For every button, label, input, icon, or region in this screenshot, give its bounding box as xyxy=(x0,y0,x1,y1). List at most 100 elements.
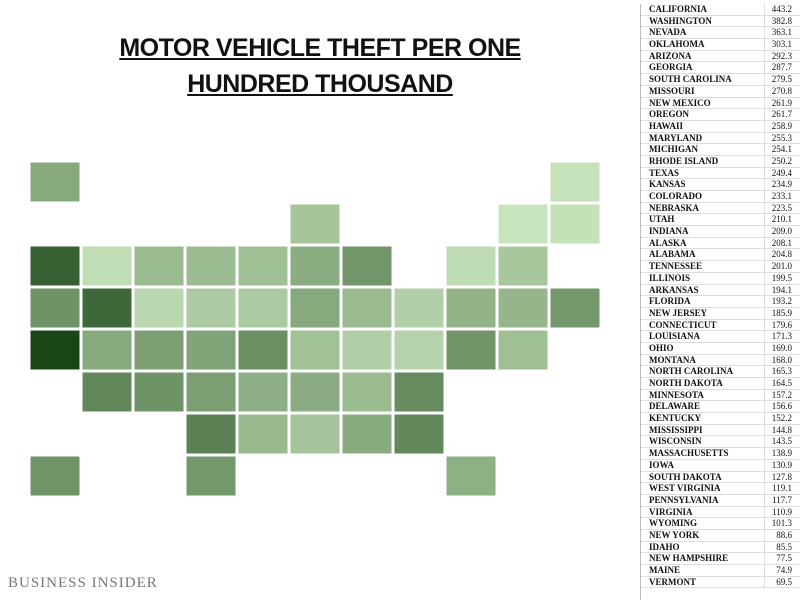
value-cell: 201.0 xyxy=(771,261,792,272)
value-cell: 204.8 xyxy=(771,249,792,260)
state-cell: ALABAMA xyxy=(641,249,765,261)
state-shape xyxy=(29,455,81,497)
state-cell: MICHIGAN xyxy=(641,144,765,155)
table-row: SOUTH DAKOTA 127.8 xyxy=(641,471,800,484)
state-shape xyxy=(497,245,549,287)
state-shape xyxy=(81,371,133,413)
table-row: MISSISSIPPI 144.8 xyxy=(641,424,800,437)
value-cell: 110.9 xyxy=(772,506,792,517)
value-cell: 279.5 xyxy=(771,74,792,85)
state-cell: ILLINOIS xyxy=(641,272,765,284)
state-shape xyxy=(445,455,497,497)
state-cell: HAWAII xyxy=(641,120,765,132)
state-cell: RHODE ISLAND xyxy=(641,155,765,167)
table-row: MINNESOTA 157.2 xyxy=(641,389,800,402)
value-cell: 270.8 xyxy=(771,85,792,96)
state-cell: NORTH DAKOTA xyxy=(641,378,765,389)
state-shape xyxy=(185,413,237,455)
state-shape xyxy=(393,371,445,413)
state-cell: WISCONSIN xyxy=(641,436,765,448)
map-title: MOTOR VEHICLE THEFT PER ONE HUNDRED THOU… xyxy=(119,34,521,98)
state-cell: OREGON xyxy=(641,109,765,120)
table-row: WASHINGTON 382.8 xyxy=(641,15,800,28)
value-cell: 249.4 xyxy=(771,167,792,178)
state-shape xyxy=(81,287,133,329)
value-cell: 443.2 xyxy=(771,4,792,14)
state-cell: OHIO xyxy=(641,342,765,354)
value-cell: 258.9 xyxy=(771,120,792,131)
value-cell: 261.7 xyxy=(771,109,792,120)
state-cell: ALASKA xyxy=(641,237,765,249)
state-shape xyxy=(445,245,497,287)
source-label: BUSINESS INSIDER xyxy=(8,575,158,591)
state-shape xyxy=(341,287,393,329)
state-cell: INDIANA xyxy=(641,226,765,237)
state-shape xyxy=(133,245,185,287)
state-cell: DELAWARE xyxy=(641,401,765,413)
value-cell: 171.3 xyxy=(771,331,792,342)
state-cell: CONNECTICUT xyxy=(641,319,765,331)
value-cell: 208.1 xyxy=(771,237,792,248)
state-shape xyxy=(497,203,549,245)
table-row: WISCONSIN 143.5 xyxy=(641,436,800,449)
table-row: IOWA 130.9 xyxy=(641,459,800,472)
value-cell: 69.5 xyxy=(776,576,792,587)
map xyxy=(29,161,601,497)
value-cell: 223.5 xyxy=(771,202,792,213)
value-cell: 77.5 xyxy=(776,553,792,564)
table-row: GEORGIA 287.7 xyxy=(641,62,800,75)
value-cell: 194.1 xyxy=(771,284,792,295)
table-row: NEW YORK 88.6 xyxy=(641,529,800,542)
table-row: UTAH 210.1 xyxy=(641,214,800,227)
value-cell: 185.9 xyxy=(771,307,792,318)
table-row: WYOMING 101.3 xyxy=(641,518,800,530)
value-cell: 117.7 xyxy=(772,494,792,505)
table-row: CONNECTICUT 179.6 xyxy=(641,319,800,332)
table-row: COLORADO 233.1 xyxy=(641,191,800,203)
state-shape xyxy=(29,161,81,203)
table-row: NORTH DAKOTA 164.5 xyxy=(641,378,800,390)
state-cell: WEST VIRGINIA xyxy=(641,483,765,494)
value-cell: 144.8 xyxy=(771,424,792,435)
table-row: ALASKA 208.1 xyxy=(641,237,800,250)
state-cell: MISSISSIPPI xyxy=(641,424,765,436)
state-shape xyxy=(185,287,237,329)
state-shape xyxy=(185,245,237,287)
state-cell: FLORIDA xyxy=(641,296,765,307)
state-cell: MINNESOTA xyxy=(641,389,765,401)
table-row: VIRGINIA 110.9 xyxy=(641,506,800,519)
table-row: NORTH CAROLINA 165.3 xyxy=(641,366,800,378)
value-cell: 169.0 xyxy=(771,342,792,353)
state-cell: ARKANSAS xyxy=(641,284,765,296)
state-shape xyxy=(445,287,497,329)
state-cell: SOUTH CAROLINA xyxy=(641,74,765,85)
state-shape xyxy=(133,287,185,329)
state-shape xyxy=(289,329,341,371)
table-row: DELAWARE 156.6 xyxy=(641,401,800,414)
state-cell: MAINE xyxy=(641,565,765,576)
table-row: NEVADA 363.1 xyxy=(641,27,800,40)
value-cell: 210.1 xyxy=(771,214,792,225)
state-shape xyxy=(289,371,341,413)
state-cell: LOUISIANA xyxy=(641,331,765,342)
value-cell: 74.9 xyxy=(776,565,792,575)
state-shape xyxy=(445,329,497,371)
table-row: VERMONT 69.5 xyxy=(641,576,800,589)
value-cell: 255.3 xyxy=(771,132,792,143)
state-cell: TENNESSEE xyxy=(641,261,765,272)
state-shape xyxy=(185,329,237,371)
state-shape xyxy=(289,413,341,455)
value-cell: 168.0 xyxy=(771,354,792,365)
table-row: NEW HAMPSHIRE 77.5 xyxy=(641,553,800,565)
state-shape xyxy=(237,371,289,413)
state-shape xyxy=(341,371,393,413)
table-row: MASSACHUSETTS 138.9 xyxy=(641,448,800,460)
state-shape xyxy=(341,413,393,455)
state-cell: PENNSYLVANIA xyxy=(641,494,765,506)
state-cell: NEW MEXICO xyxy=(641,97,765,109)
state-cell: NEW HAMPSHIRE xyxy=(641,553,765,564)
value-cell: 156.6 xyxy=(771,401,792,412)
table-row: WEST VIRGINIA 119.1 xyxy=(641,483,800,495)
value-cell: 101.3 xyxy=(771,518,792,529)
value-cell: 152.2 xyxy=(771,413,792,424)
